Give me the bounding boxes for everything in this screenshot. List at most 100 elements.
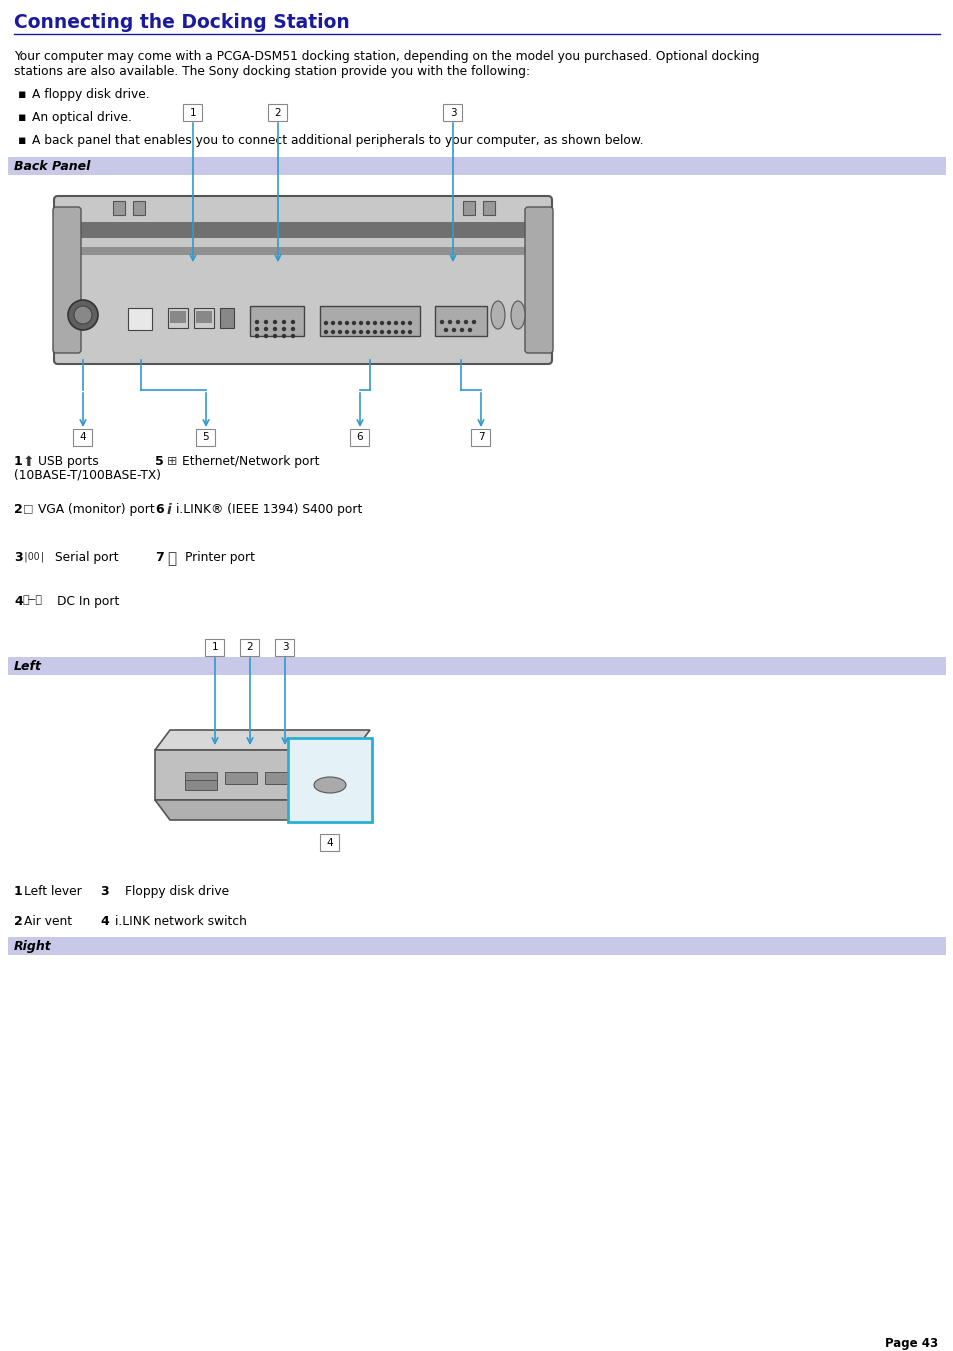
Circle shape: [408, 331, 411, 334]
Bar: [185, 780, 216, 790]
Text: 3: 3: [100, 885, 109, 898]
Text: Floppy disk drive: Floppy disk drive: [125, 885, 229, 898]
Text: ▪: ▪: [18, 134, 27, 147]
Circle shape: [264, 320, 267, 323]
Circle shape: [264, 327, 267, 331]
Text: A floppy disk drive.: A floppy disk drive.: [32, 88, 150, 101]
Bar: [132, 201, 145, 215]
Text: 4: 4: [100, 915, 109, 928]
Circle shape: [338, 331, 341, 334]
Text: ▪: ▪: [18, 111, 27, 124]
Circle shape: [395, 331, 397, 334]
Text: Right: Right: [14, 940, 51, 952]
Ellipse shape: [74, 305, 91, 324]
Circle shape: [472, 320, 475, 323]
Circle shape: [374, 331, 376, 334]
Bar: [462, 201, 475, 215]
Circle shape: [324, 331, 327, 334]
FancyBboxPatch shape: [268, 104, 287, 122]
Text: Printer port: Printer port: [185, 551, 254, 563]
Circle shape: [292, 320, 294, 323]
Text: i.LINK network switch: i.LINK network switch: [115, 915, 247, 928]
Circle shape: [387, 331, 390, 334]
Circle shape: [345, 322, 348, 324]
Text: Page 43: Page 43: [884, 1337, 937, 1350]
Polygon shape: [154, 750, 355, 800]
Text: Back Panel: Back Panel: [14, 159, 91, 173]
Circle shape: [331, 331, 335, 334]
Circle shape: [274, 335, 276, 338]
Text: 2: 2: [14, 915, 23, 928]
Text: i.LINK® (IEEE 1394) S400 port: i.LINK® (IEEE 1394) S400 port: [175, 503, 362, 516]
Text: 4: 4: [14, 594, 23, 608]
Circle shape: [352, 331, 355, 334]
FancyBboxPatch shape: [319, 305, 419, 336]
Text: Ethernet/Network port: Ethernet/Network port: [182, 455, 319, 467]
Text: VGA (monitor) port: VGA (monitor) port: [38, 503, 154, 516]
Ellipse shape: [68, 300, 98, 330]
Bar: [128, 308, 152, 330]
Text: 1: 1: [212, 643, 218, 653]
Bar: [225, 771, 256, 784]
Bar: [66, 247, 539, 255]
Text: ▪: ▪: [18, 88, 27, 101]
Bar: [170, 311, 186, 323]
Circle shape: [255, 327, 258, 331]
FancyBboxPatch shape: [54, 196, 552, 363]
Circle shape: [282, 327, 285, 331]
FancyBboxPatch shape: [443, 104, 462, 122]
Text: 4: 4: [80, 432, 86, 443]
Ellipse shape: [511, 301, 524, 330]
Text: Your computer may come with a PCGA-DSM51 docking station, depending on the model: Your computer may come with a PCGA-DSM51…: [14, 50, 759, 63]
Text: Left lever: Left lever: [24, 885, 82, 898]
Circle shape: [282, 320, 285, 323]
Text: |OO|: |OO|: [23, 551, 47, 562]
Circle shape: [331, 322, 335, 324]
Text: 6: 6: [356, 432, 363, 443]
Circle shape: [264, 335, 267, 338]
Text: ⊞: ⊞: [167, 455, 177, 467]
Text: 1: 1: [190, 108, 196, 118]
Text: ⦿─⦿: ⦿─⦿: [23, 594, 43, 605]
Circle shape: [274, 327, 276, 331]
Circle shape: [352, 322, 355, 324]
Bar: [220, 308, 233, 328]
Text: DC In port: DC In port: [57, 594, 119, 608]
Circle shape: [366, 331, 369, 334]
Text: (10BASE-T/100BASE-TX): (10BASE-T/100BASE-TX): [14, 469, 161, 482]
Text: 4: 4: [326, 838, 333, 847]
Text: 3: 3: [281, 643, 288, 653]
FancyBboxPatch shape: [196, 430, 215, 446]
Text: 3: 3: [14, 551, 23, 563]
Circle shape: [448, 320, 451, 323]
Circle shape: [444, 328, 447, 331]
Circle shape: [345, 331, 348, 334]
Text: USB ports: USB ports: [38, 455, 99, 467]
Circle shape: [324, 322, 327, 324]
Text: i: i: [167, 503, 172, 517]
Bar: [168, 308, 188, 328]
Bar: [185, 771, 216, 784]
Bar: [193, 308, 213, 328]
Circle shape: [292, 335, 294, 338]
Circle shape: [274, 320, 276, 323]
FancyBboxPatch shape: [320, 834, 339, 851]
Circle shape: [464, 320, 467, 323]
Circle shape: [359, 331, 362, 334]
Circle shape: [359, 322, 362, 324]
Bar: [8, 938, 945, 955]
Text: 5: 5: [202, 432, 209, 443]
Text: 2: 2: [14, 503, 23, 516]
Polygon shape: [154, 730, 370, 750]
Circle shape: [468, 328, 471, 331]
Text: Air vent: Air vent: [24, 915, 72, 928]
Circle shape: [395, 322, 397, 324]
Text: ⎙: ⎙: [167, 551, 176, 566]
FancyBboxPatch shape: [183, 104, 202, 122]
Bar: [8, 157, 945, 176]
Text: 2: 2: [247, 643, 253, 653]
FancyBboxPatch shape: [471, 430, 490, 446]
Circle shape: [401, 322, 404, 324]
Text: 6: 6: [154, 503, 164, 516]
FancyBboxPatch shape: [250, 305, 304, 336]
